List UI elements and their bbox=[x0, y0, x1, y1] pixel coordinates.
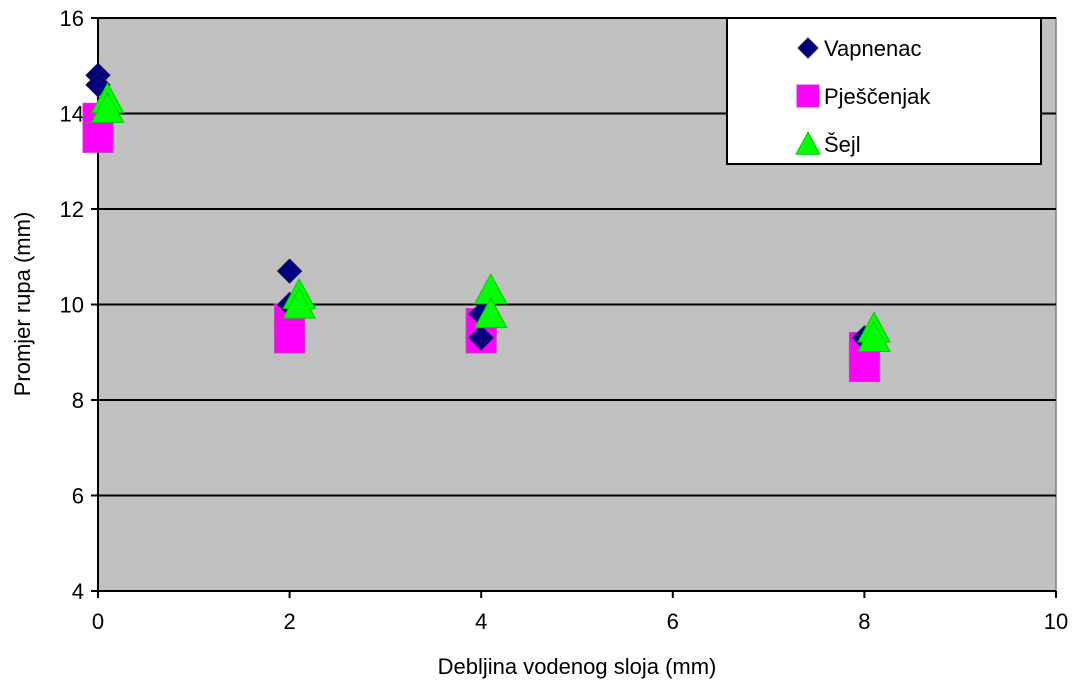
legend-items: Vapnenac Pješčenjak Šejl bbox=[795, 36, 931, 157]
y-tick-label: 6 bbox=[72, 484, 84, 509]
y-tick-label: 8 bbox=[72, 388, 84, 413]
legend-label: Vapnenac bbox=[824, 36, 921, 61]
legend-marker bbox=[797, 37, 819, 59]
legend-marker bbox=[795, 130, 821, 155]
x-tick-label: 4 bbox=[475, 609, 487, 634]
data-point bbox=[857, 320, 891, 353]
data-point bbox=[848, 351, 880, 383]
x-tick-label: 2 bbox=[283, 609, 295, 634]
x-tick-label: 10 bbox=[1044, 609, 1068, 634]
data-point bbox=[468, 325, 494, 351]
data-point bbox=[473, 296, 508, 329]
legend-marker bbox=[796, 84, 820, 108]
legend: Vapnenac Pješčenjak Šejl bbox=[726, 17, 1042, 165]
x-axis-title: Debljina vodenog sloja (mm) bbox=[438, 654, 717, 679]
data-point bbox=[276, 258, 303, 284]
y-tick-label: 4 bbox=[72, 579, 84, 604]
data-point bbox=[282, 287, 317, 319]
y-tick-label: 14 bbox=[60, 102, 84, 127]
legend-label: Pješčenjak bbox=[824, 84, 931, 109]
data-point bbox=[274, 322, 306, 354]
y-axis-title: Promjer rupa (mm) bbox=[10, 212, 35, 397]
x-tick-label: 6 bbox=[667, 609, 679, 634]
legend-box bbox=[726, 17, 1042, 165]
y-tick-label: 12 bbox=[60, 197, 84, 222]
tick-labels: 4 6 8 10 12 14 16 0 2 4 6 8 10 bbox=[60, 6, 1069, 634]
y-tick-label: 10 bbox=[60, 293, 84, 318]
x-tick-label: 8 bbox=[858, 609, 870, 634]
data-point bbox=[90, 91, 125, 123]
y-tick-label: 16 bbox=[60, 6, 84, 31]
x-tick-label: 0 bbox=[92, 609, 104, 634]
data-point bbox=[82, 121, 114, 153]
data-points bbox=[82, 62, 891, 383]
legend-label: Šejl bbox=[824, 132, 861, 157]
